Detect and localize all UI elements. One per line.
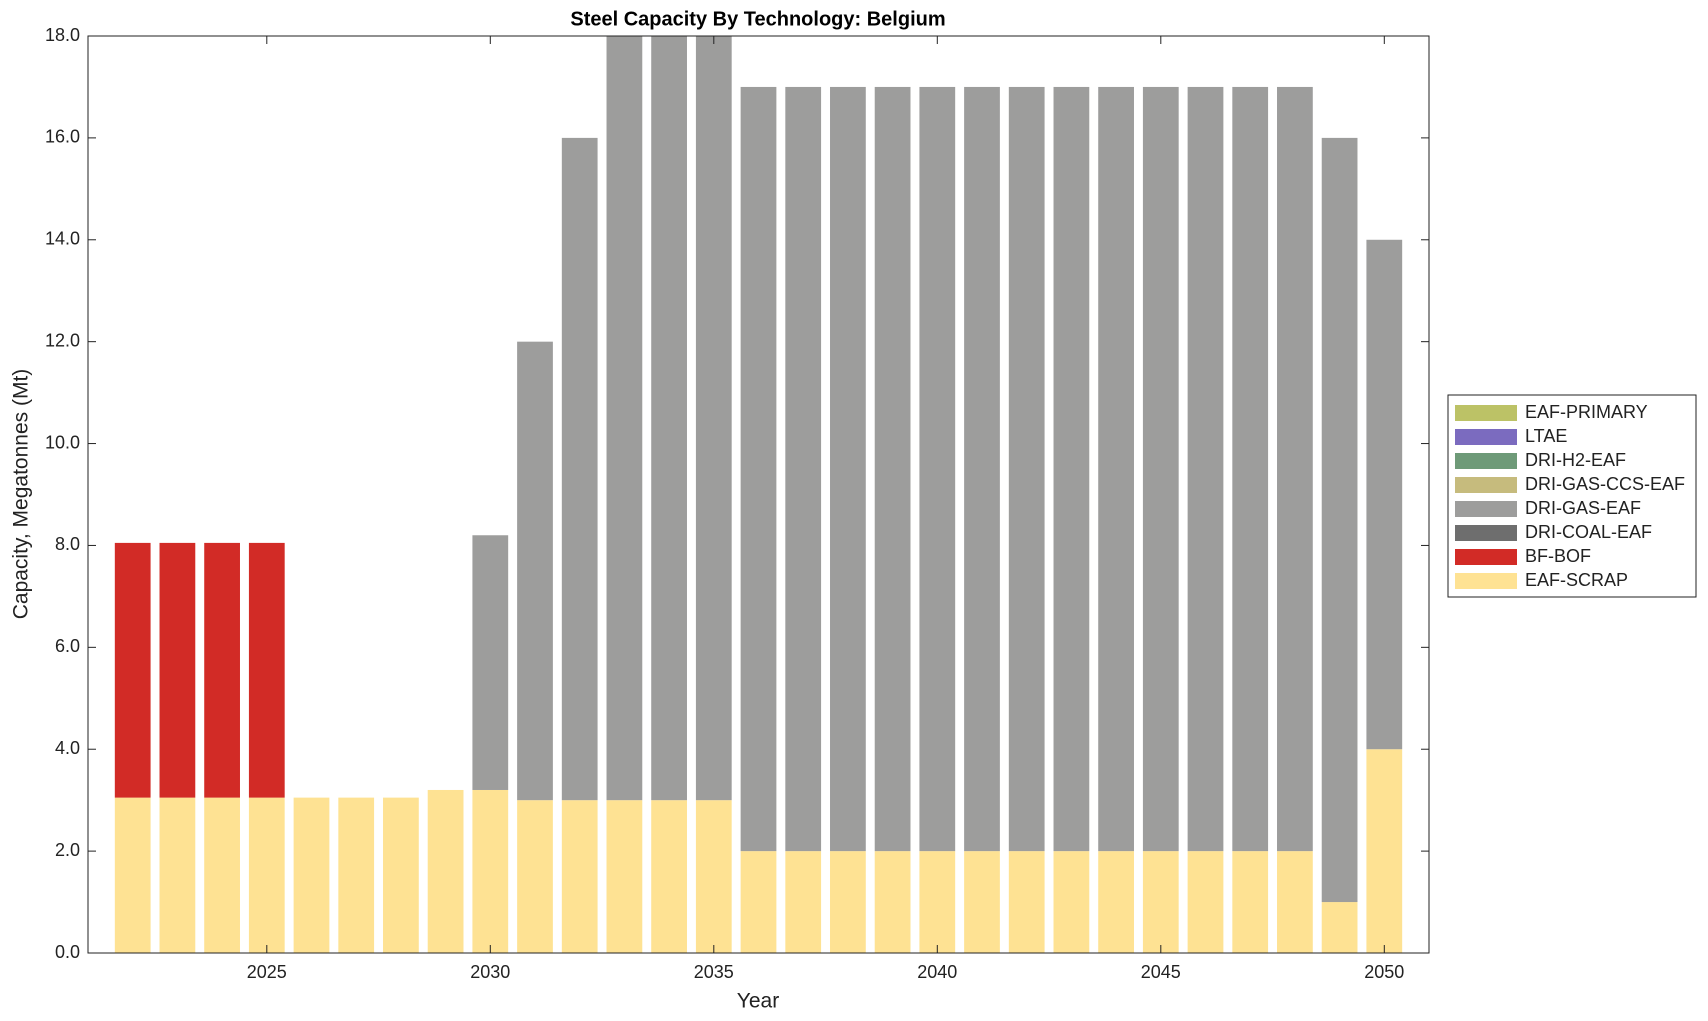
bar-segment bbox=[338, 797, 375, 953]
x-tick-label: 2050 bbox=[1364, 962, 1404, 982]
legend-swatch bbox=[1455, 501, 1517, 517]
bar-segment bbox=[651, 36, 687, 801]
bar-segment bbox=[785, 86, 822, 852]
bar-segment bbox=[740, 851, 777, 953]
bar-segment bbox=[159, 542, 196, 798]
bar-segment bbox=[740, 86, 777, 852]
bar-segment bbox=[517, 800, 553, 953]
bar-segment bbox=[517, 341, 553, 801]
bar-segment bbox=[1008, 851, 1045, 953]
bar-segment bbox=[830, 86, 866, 852]
chart-title: Steel Capacity By Technology: Belgium bbox=[570, 8, 945, 30]
y-tick-label: 2.0 bbox=[55, 840, 80, 860]
x-tick-label: 2040 bbox=[917, 962, 957, 982]
legend-label: DRI-GAS-CCS-EAF bbox=[1525, 474, 1685, 494]
bar-segment bbox=[919, 851, 956, 953]
bar-segment bbox=[427, 789, 464, 953]
bar-segment bbox=[874, 851, 911, 953]
x-axis-label: Year bbox=[737, 990, 779, 1013]
bar-segment bbox=[1098, 851, 1134, 953]
legend-label: LTAE bbox=[1525, 426, 1567, 446]
y-tick-label: 6.0 bbox=[55, 636, 80, 656]
bar-segment bbox=[1277, 851, 1313, 953]
bar-segment bbox=[1142, 86, 1179, 852]
legend-label: BF-BOF bbox=[1525, 546, 1591, 566]
y-tick-label: 8.0 bbox=[55, 534, 80, 554]
bar-segment bbox=[1098, 86, 1134, 852]
legend-swatch bbox=[1455, 573, 1517, 589]
bar-segment bbox=[561, 800, 598, 953]
y-tick-label: 16.0 bbox=[45, 127, 80, 147]
x-tick-label: 2045 bbox=[1141, 962, 1181, 982]
bar-segment bbox=[1053, 86, 1090, 852]
x-tick-label: 2030 bbox=[470, 962, 510, 982]
legend-swatch bbox=[1455, 405, 1517, 421]
bar-segment bbox=[1232, 86, 1269, 852]
bar-segment bbox=[1321, 902, 1358, 953]
bar-segment bbox=[293, 797, 330, 953]
bar-segment bbox=[1187, 86, 1224, 852]
bar-segment bbox=[1187, 851, 1224, 953]
bar-segment bbox=[830, 851, 866, 953]
bar-segment bbox=[695, 800, 732, 953]
y-tick-label: 4.0 bbox=[55, 738, 80, 758]
bar-segment bbox=[472, 535, 509, 790]
bar-segment bbox=[561, 137, 598, 801]
plot-frame bbox=[87, 35, 1430, 954]
bar-segment bbox=[651, 800, 687, 953]
bar-segment bbox=[1142, 851, 1179, 953]
bar-segment bbox=[248, 797, 285, 953]
bar-segment bbox=[114, 797, 151, 953]
y-tick-label: 0.0 bbox=[55, 942, 80, 962]
y-tick-label: 12.0 bbox=[45, 330, 80, 350]
y-tick-label: 14.0 bbox=[45, 229, 80, 249]
legend-swatch bbox=[1455, 453, 1517, 469]
bar-segment bbox=[1232, 851, 1269, 953]
bar-segment bbox=[1277, 86, 1313, 852]
bar-segment bbox=[606, 800, 643, 953]
bar-segment bbox=[383, 797, 419, 953]
y-axis-label: Capacity, Megatonnes (Mt) bbox=[10, 369, 33, 620]
legend-swatch bbox=[1455, 477, 1517, 493]
bar-segment bbox=[964, 86, 1000, 852]
legend-swatch bbox=[1455, 429, 1517, 445]
x-tick-label: 2025 bbox=[247, 962, 287, 982]
bar-segment bbox=[785, 851, 822, 953]
legend-label: DRI-H2-EAF bbox=[1525, 450, 1626, 470]
x-tick-label: 2035 bbox=[694, 962, 734, 982]
bar-segment bbox=[919, 86, 956, 852]
bar-segment bbox=[1321, 137, 1358, 903]
bar-segment bbox=[695, 36, 732, 801]
y-tick-label: 10.0 bbox=[45, 432, 80, 452]
bar-segment bbox=[874, 86, 911, 852]
bar-segment bbox=[606, 36, 643, 801]
legend-swatch bbox=[1455, 549, 1517, 565]
bar-segment bbox=[1366, 749, 1403, 953]
bar-segment bbox=[248, 542, 285, 798]
bar-segment bbox=[472, 789, 509, 953]
bar-segment bbox=[964, 851, 1000, 953]
bar-segment bbox=[1366, 239, 1403, 750]
bar-segment bbox=[114, 542, 151, 798]
bar-segment bbox=[1008, 86, 1045, 852]
bar-segment bbox=[159, 797, 196, 953]
legend-label: EAF-PRIMARY bbox=[1525, 402, 1648, 422]
bar-segment bbox=[204, 542, 240, 798]
legend-box bbox=[1447, 394, 1697, 598]
legend-swatch bbox=[1455, 525, 1517, 541]
y-tick-label: 18.0 bbox=[45, 25, 80, 45]
legend-label: DRI-GAS-EAF bbox=[1525, 498, 1641, 518]
legend-label: EAF-SCRAP bbox=[1525, 570, 1628, 590]
legend-label: DRI-COAL-EAF bbox=[1525, 522, 1652, 542]
bar-segment bbox=[204, 797, 240, 953]
bar-segment bbox=[1053, 851, 1090, 953]
